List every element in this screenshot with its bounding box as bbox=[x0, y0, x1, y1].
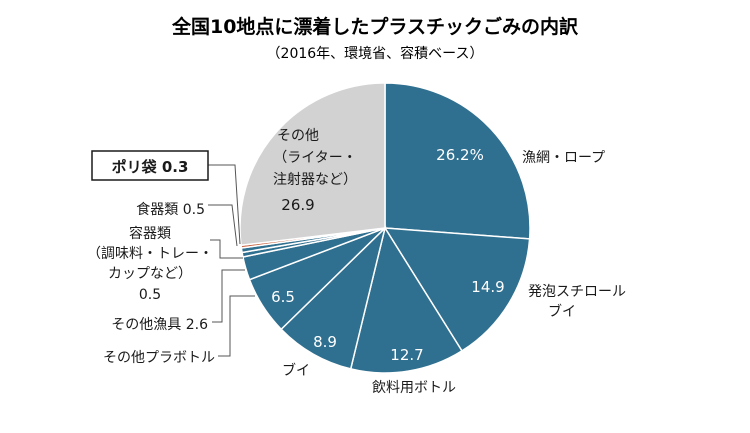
label-tableware: 食器類 0.5 bbox=[136, 201, 205, 218]
label-other-line2: （ライター・ bbox=[273, 150, 356, 166]
value-other: 26.9 bbox=[281, 196, 314, 214]
label-other-line1: その他 bbox=[277, 128, 319, 144]
leader-line-other-plastic-bottle bbox=[218, 295, 255, 357]
label-styrofoam-line1: 発泡スチロール bbox=[528, 284, 626, 300]
pie-slice-2 bbox=[349, 226, 463, 374]
pie-slice-0 bbox=[384, 82, 531, 240]
label-styrofoam-line2: ブイ bbox=[548, 303, 576, 320]
label-containers-line3: カップなど） bbox=[108, 266, 192, 282]
label-containers-line2: （調味料・トレー・ bbox=[87, 246, 213, 262]
label-fishing-nets: 漁網・ロープ bbox=[522, 150, 605, 166]
value-fishing-nets: 26.2% bbox=[436, 146, 484, 164]
chart-title: 全国10地点に漂着したプラスチックごみの内訳 bbox=[171, 15, 579, 38]
pie-slices bbox=[239, 82, 531, 374]
leader-line-tableware bbox=[208, 204, 238, 247]
label-other-fishing-gear: その他漁具 2.6 bbox=[111, 317, 208, 333]
poly-bag-label-box bbox=[91, 150, 209, 181]
label-containers-value: 0.5 bbox=[139, 287, 161, 303]
label-drink-bottles: 飲料用ボトル bbox=[372, 380, 456, 396]
value-styrofoam: 14.9 bbox=[471, 278, 504, 296]
value-other-plastic-bottle: 6.5 bbox=[271, 288, 295, 306]
leader-line-other-fishing bbox=[212, 269, 245, 323]
label-containers-line1: 容器類 bbox=[129, 225, 171, 242]
pie-slice-3 bbox=[280, 225, 387, 370]
pie-slice-9 bbox=[239, 82, 386, 247]
label-poly-bag: ポリ袋 0.3 bbox=[112, 158, 189, 176]
leader-line-poly-bag bbox=[205, 164, 241, 245]
chart-subtitle: （2016年、環境省、容積ベース） bbox=[267, 45, 484, 62]
value-drink-bottles: 12.7 bbox=[390, 346, 423, 364]
label-other-line3: 注射器など） bbox=[273, 172, 357, 188]
value-buoys: 8.9 bbox=[313, 333, 337, 351]
pie-slice-1 bbox=[383, 227, 531, 352]
label-buoys: ブイ bbox=[282, 362, 310, 379]
leader-line-containers bbox=[210, 239, 243, 259]
label-other-plastic-bottle: その他プラボトル bbox=[103, 350, 215, 366]
